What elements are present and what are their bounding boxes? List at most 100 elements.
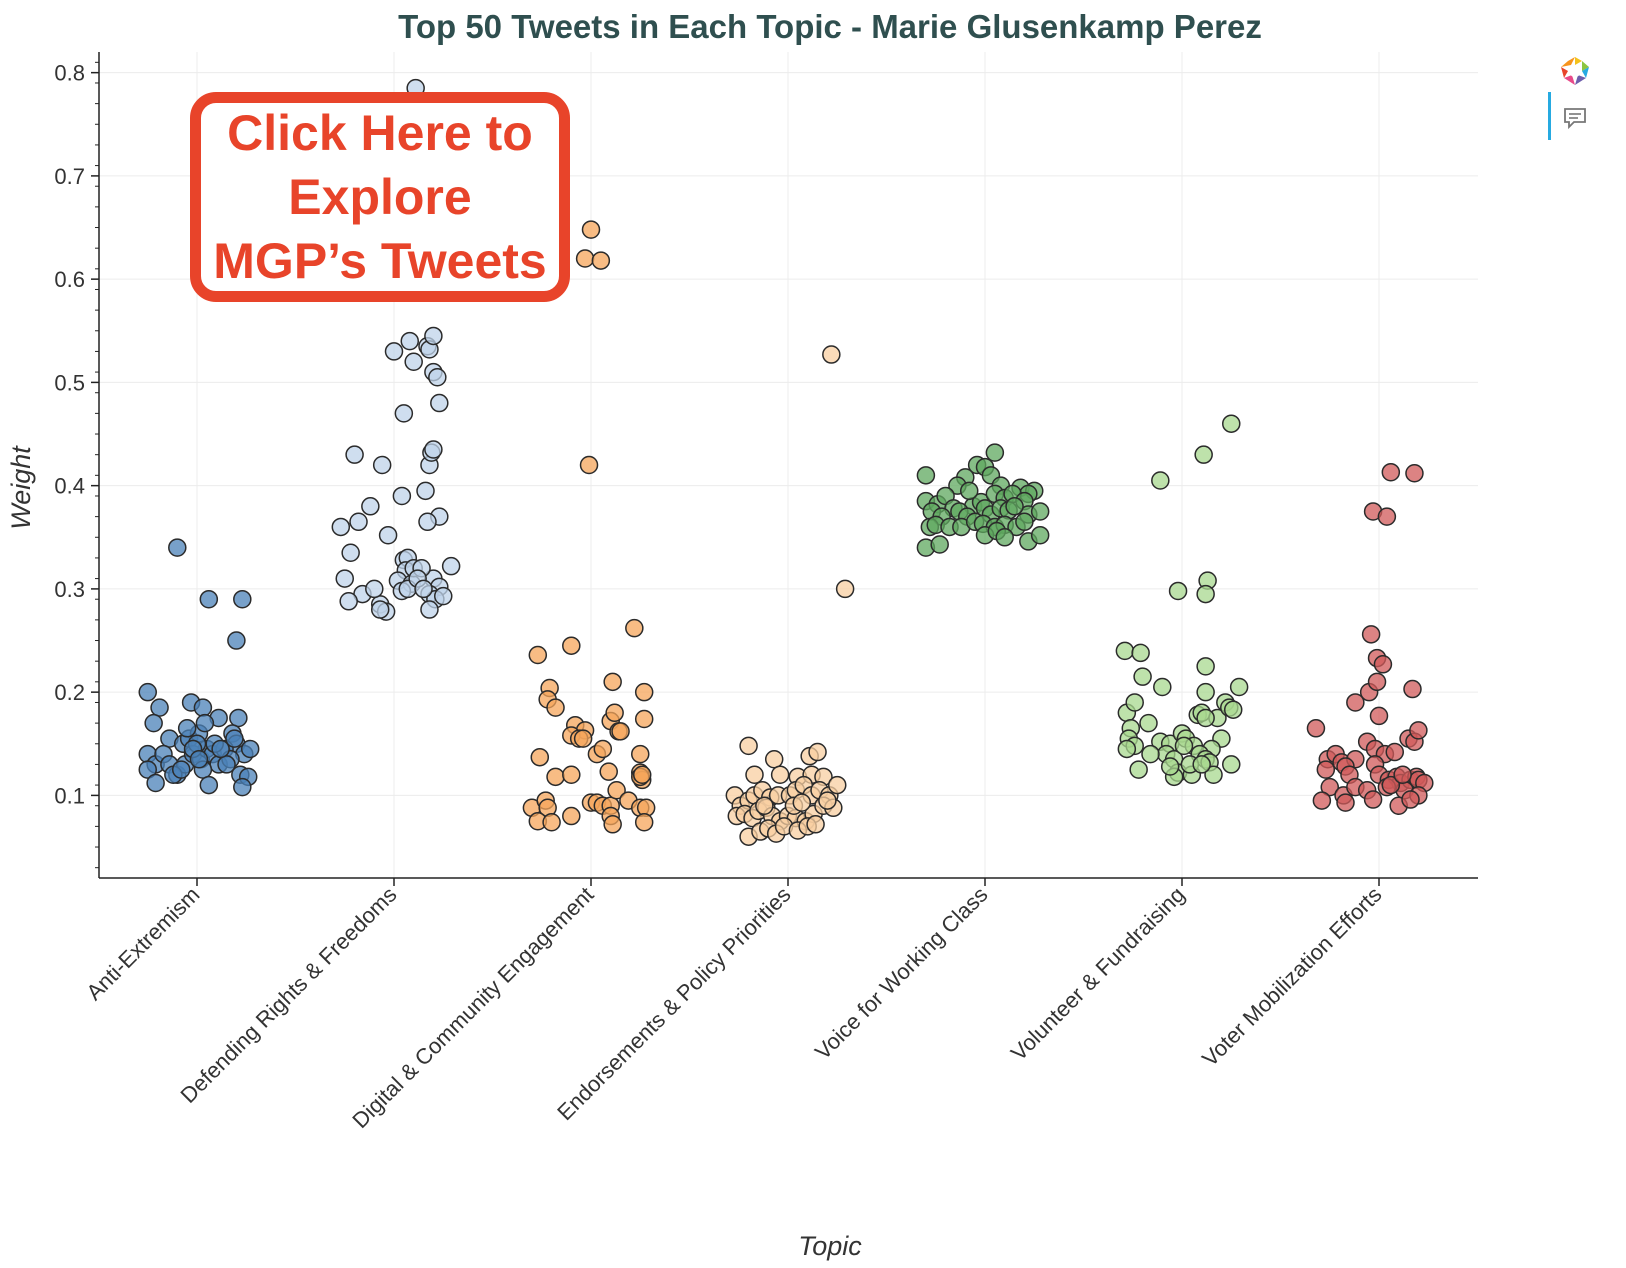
data-point[interactable] [1129, 760, 1148, 779]
data-point[interactable] [331, 517, 351, 537]
data-point[interactable] [562, 806, 581, 826]
data-point[interactable] [1194, 445, 1213, 464]
data-point[interactable] [1363, 790, 1383, 809]
data-point[interactable] [345, 445, 364, 464]
data-point[interactable] [144, 713, 163, 733]
data-point[interactable] [806, 815, 825, 834]
data-point[interactable] [1405, 464, 1424, 483]
data-point[interactable] [542, 812, 561, 832]
data-point[interactable] [138, 760, 157, 779]
data-point[interactable] [603, 815, 622, 834]
data-point[interactable] [828, 775, 847, 795]
data-point[interactable] [189, 750, 209, 769]
data-point[interactable] [581, 220, 601, 239]
data-point[interactable] [835, 579, 855, 599]
data-point[interactable] [1153, 677, 1172, 697]
data-point[interactable] [605, 703, 624, 723]
data-point[interactable] [916, 466, 936, 485]
data-point[interactable] [1005, 497, 1024, 516]
data-point[interactable] [240, 739, 260, 759]
data-point[interactable] [1381, 462, 1401, 482]
data-point[interactable] [1196, 682, 1215, 702]
data-point[interactable] [1316, 760, 1336, 779]
data-point[interactable] [372, 455, 392, 475]
data-point[interactable] [1385, 742, 1405, 762]
data-point[interactable] [1141, 744, 1160, 764]
data-point[interactable] [420, 600, 439, 619]
data-point[interactable] [394, 404, 414, 423]
bokeh-logo-icon[interactable] [1558, 54, 1592, 88]
data-point[interactable] [1133, 667, 1152, 686]
data-point[interactable] [361, 497, 380, 516]
data-point[interactable] [199, 775, 219, 795]
data-point[interactable] [562, 765, 581, 784]
hover-tool-icon[interactable] [1562, 106, 1588, 130]
data-point[interactable] [1151, 471, 1170, 490]
data-point[interactable] [930, 535, 949, 554]
data-point[interactable] [808, 742, 827, 762]
data-point[interactable] [822, 345, 841, 364]
data-point[interactable] [1222, 755, 1241, 774]
data-point[interactable] [1381, 775, 1401, 795]
data-point[interactable] [1174, 736, 1194, 756]
data-point[interactable] [546, 698, 565, 717]
data-point[interactable] [193, 698, 213, 717]
data-point[interactable] [400, 331, 420, 351]
data-point[interactable] [611, 722, 630, 741]
data-point[interactable] [341, 543, 360, 563]
data-point[interactable] [634, 812, 654, 832]
data-point[interactable] [575, 249, 595, 268]
data-point[interactable] [1115, 641, 1135, 661]
data-point[interactable] [229, 708, 248, 728]
data-point[interactable] [1403, 679, 1422, 699]
data-point[interactable] [1125, 693, 1144, 712]
data-point[interactable] [339, 592, 358, 611]
data-point[interactable] [138, 682, 157, 702]
data-point[interactable] [1306, 719, 1326, 738]
data-point[interactable] [1131, 643, 1150, 663]
data-point[interactable] [146, 773, 165, 793]
data-point[interactable] [1393, 765, 1412, 784]
data-point[interactable] [1361, 625, 1381, 644]
data-point[interactable] [1222, 414, 1241, 433]
data-point[interactable] [562, 636, 581, 655]
data-point[interactable] [1168, 581, 1188, 601]
data-point[interactable] [335, 569, 354, 588]
data-point[interactable] [634, 682, 654, 702]
data-point[interactable] [171, 760, 191, 779]
data-point[interactable] [1401, 790, 1420, 809]
data-point[interactable] [631, 744, 650, 764]
data-point[interactable] [211, 739, 230, 759]
data-point[interactable] [392, 486, 412, 506]
data-point[interactable] [1139, 713, 1158, 733]
data-point[interactable] [959, 481, 979, 501]
data-point[interactable] [1030, 525, 1050, 545]
data-point[interactable] [1204, 765, 1223, 784]
data-point[interactable] [528, 645, 548, 665]
data-point[interactable] [1160, 757, 1180, 776]
data-point[interactable] [599, 762, 618, 781]
data-point[interactable] [404, 352, 423, 371]
data-point[interactable] [985, 443, 1005, 462]
data-point[interactable] [1223, 700, 1243, 719]
data-point[interactable] [591, 251, 611, 270]
data-point[interactable] [414, 579, 433, 599]
data-point[interactable] [739, 736, 758, 756]
data-point[interactable] [418, 512, 437, 532]
data-point[interactable] [365, 579, 384, 599]
data-point[interactable] [199, 589, 219, 609]
data-point[interactable] [1377, 507, 1397, 526]
data-point[interactable] [424, 440, 443, 459]
data-point[interactable] [195, 713, 215, 733]
data-point[interactable] [1196, 584, 1215, 604]
data-point[interactable] [1030, 502, 1050, 521]
data-point[interactable] [770, 765, 790, 784]
data-point[interactable] [1320, 777, 1339, 797]
data-point[interactable] [1336, 793, 1355, 812]
data-point[interactable] [1367, 672, 1387, 692]
data-point[interactable] [755, 796, 774, 815]
data-point[interactable] [225, 729, 244, 748]
data-point[interactable] [579, 455, 599, 475]
data-point[interactable] [530, 747, 550, 767]
data-point[interactable] [428, 367, 447, 387]
